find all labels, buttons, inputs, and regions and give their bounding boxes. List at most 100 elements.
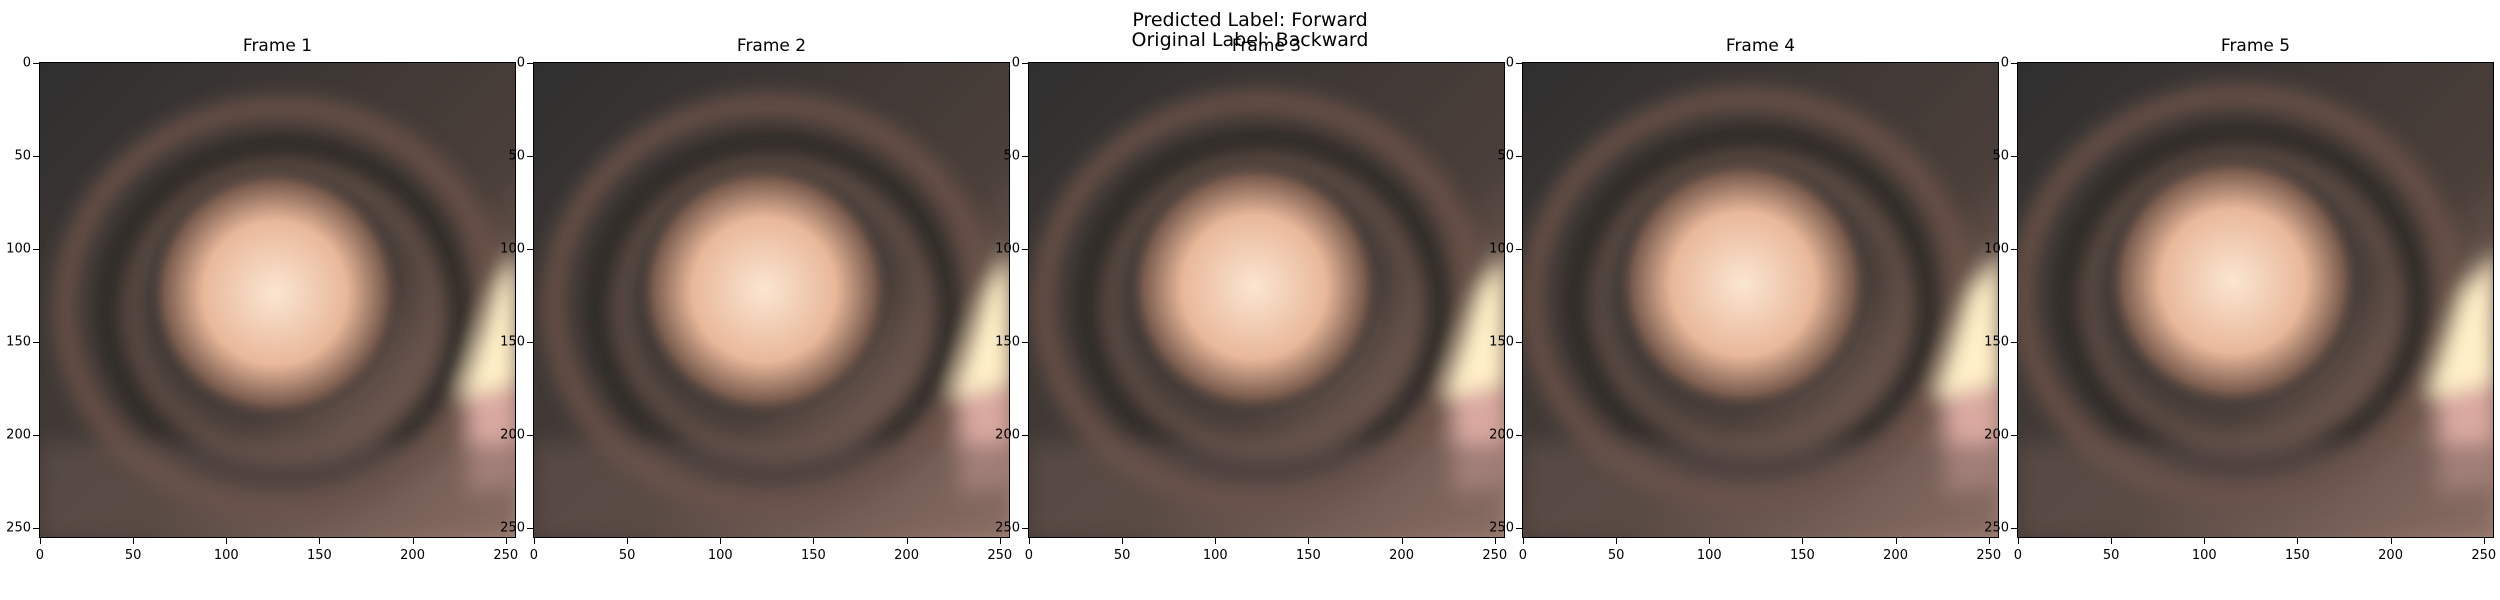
x-tick-label: 200	[894, 548, 919, 563]
x-tick-label: 50	[1607, 548, 1625, 563]
x-tick-mark	[1709, 538, 1711, 544]
x-tick-label: 50	[2102, 548, 2120, 563]
y-tick-label: 0	[1505, 55, 1514, 71]
y-tick-label: 0	[1011, 55, 1020, 71]
x-tick-mark	[133, 538, 135, 544]
frame-image	[1028, 62, 1505, 538]
x-tick-mark	[627, 538, 629, 544]
frame-title: Frame 3	[1231, 36, 1302, 56]
x-tick-label: 0	[2013, 548, 2023, 563]
x-tick-label: 200	[1883, 548, 1908, 563]
x-tick-label: 100	[2191, 548, 2217, 563]
x-tick-mark	[720, 538, 722, 544]
y-tick-label: 150	[1489, 334, 1514, 350]
x-tick-mark	[2017, 538, 2019, 544]
y-tick-label: 150	[500, 334, 525, 350]
x-tick-mark	[999, 538, 1001, 544]
x-tick-label: 0	[1024, 548, 1034, 563]
y-tick-mark	[527, 62, 533, 64]
y-tick-mark	[2011, 434, 2017, 436]
x-tick-mark	[2111, 538, 2113, 544]
x-tick-mark	[2390, 538, 2392, 544]
y-tick-label: 250	[1489, 520, 1514, 536]
y-tick-mark	[527, 155, 533, 157]
x-tick-mark	[1028, 538, 1030, 544]
x-tick-mark	[1522, 538, 1524, 544]
frame-panel-3: Frame 3 0 50 100 150 200 250 0 50 100 150 200 250	[995, 36, 1507, 563]
frame-panel-4: Frame 4 0 50 100 150 200 250 0 50 100 150 200 250	[1489, 36, 2001, 563]
y-tick-mark	[1022, 62, 1028, 64]
y-tick-label: 200	[500, 427, 525, 443]
x-tick-mark	[319, 538, 321, 544]
x-tick-label: 250	[1976, 548, 2002, 563]
y-tick-label: 250	[1984, 520, 2009, 536]
x-tick-label: 0	[35, 548, 45, 563]
y-tick-label: 100	[6, 241, 31, 257]
y-tick-mark	[1022, 527, 1028, 529]
y-tick-mark	[1022, 248, 1028, 250]
y-tick-mark	[527, 341, 533, 343]
y-tick-mark	[527, 434, 533, 436]
x-tick-label: 100	[213, 548, 239, 563]
y-tick-label: 50	[508, 148, 525, 164]
x-tick-label: 150	[2285, 548, 2310, 563]
y-tick-label: 150	[6, 334, 31, 350]
x-tick-label: 50	[124, 548, 142, 563]
x-tick-mark	[2297, 538, 2299, 544]
x-tick-label: 100	[1696, 548, 1722, 563]
x-tick-mark	[2204, 538, 2206, 544]
x-tick-label: 50	[618, 548, 636, 563]
y-tick-label: 200	[1489, 427, 1514, 443]
x-tick-mark	[1616, 538, 1618, 544]
x-tick-label: 250	[2471, 548, 2497, 563]
frame-image	[1522, 62, 1999, 538]
y-tick-mark	[2011, 527, 2017, 529]
frame-title: Frame 2	[736, 36, 807, 56]
y-tick-mark	[33, 434, 39, 436]
y-tick-label: 150	[1984, 334, 2009, 350]
x-tick-mark	[1122, 538, 1124, 544]
y-tick-mark	[1516, 341, 1522, 343]
y-tick-label: 0	[22, 55, 31, 71]
y-tick-label: 50	[1497, 148, 1514, 164]
y-tick-label: 200	[1984, 427, 2009, 443]
x-tick-label: 100	[1202, 548, 1228, 563]
x-tick-label: 250	[1482, 548, 1508, 563]
y-tick-mark	[2011, 248, 2017, 250]
x-tick-label: 200	[2378, 548, 2403, 563]
y-tick-mark	[1516, 155, 1522, 157]
y-tick-label: 0	[516, 55, 525, 71]
x-tick-mark	[2483, 538, 2485, 544]
y-tick-label: 100	[1984, 241, 2009, 257]
y-tick-mark	[33, 155, 39, 157]
frame-image	[39, 62, 516, 538]
y-tick-mark	[33, 341, 39, 343]
frame-title: Frame 4	[1725, 36, 1796, 56]
x-tick-mark	[1494, 538, 1496, 544]
y-tick-mark	[2011, 155, 2017, 157]
x-tick-label: 50	[1113, 548, 1131, 563]
x-tick-label: 0	[529, 548, 539, 563]
frame-panel-5: Frame 5 0 50 100 150 200 250 0 50 100 150 200 250	[1984, 36, 2496, 563]
frame-title: Frame 5	[2220, 36, 2291, 56]
x-tick-label: 100	[707, 548, 733, 563]
y-tick-label: 150	[995, 334, 1020, 350]
x-tick-label: 250	[987, 548, 1013, 563]
y-tick-mark	[33, 248, 39, 250]
x-tick-mark	[1802, 538, 1804, 544]
y-tick-label: 100	[1489, 241, 1514, 257]
y-tick-label: 200	[6, 427, 31, 443]
y-tick-mark	[33, 62, 39, 64]
x-tick-mark	[39, 538, 41, 544]
x-tick-label: 150	[307, 548, 332, 563]
x-tick-mark	[1895, 538, 1897, 544]
y-tick-mark	[1516, 62, 1522, 64]
x-tick-label: 150	[1790, 548, 1815, 563]
x-tick-label: 200	[400, 548, 425, 563]
x-tick-mark	[1988, 538, 1990, 544]
frame-panel-2: Frame 2 0 50 100 150 200 250 0 50 100 150 200 250	[500, 36, 1012, 563]
y-tick-mark	[1516, 248, 1522, 250]
y-tick-mark	[527, 527, 533, 529]
y-tick-mark	[2011, 341, 2017, 343]
y-tick-mark	[1516, 527, 1522, 529]
